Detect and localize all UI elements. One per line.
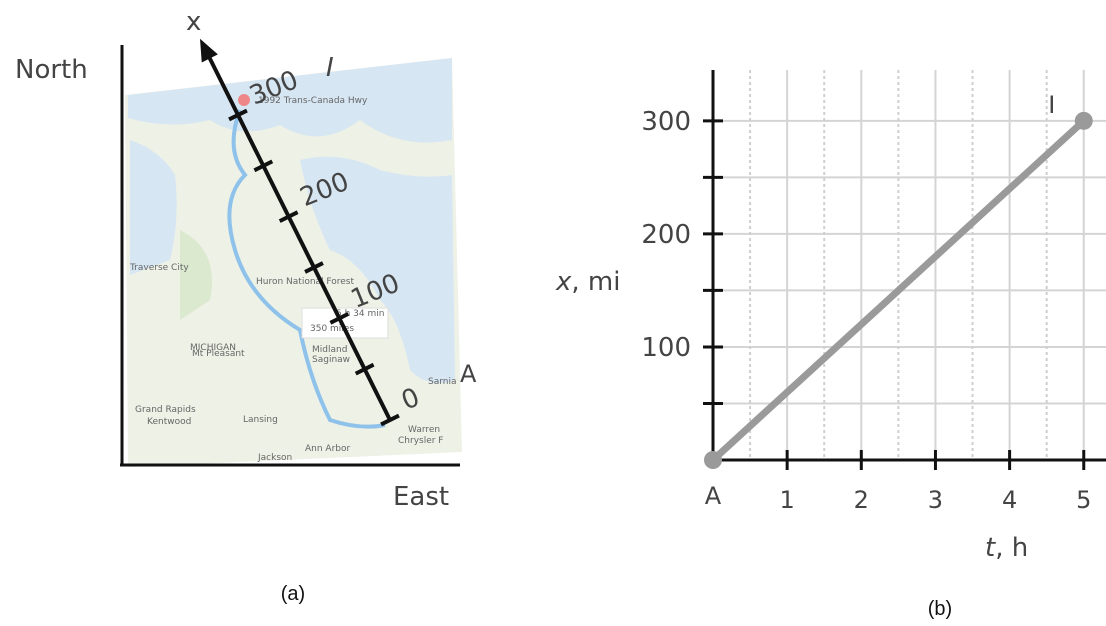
caption: (b) — [928, 598, 952, 620]
map-label: Sarnia — [428, 377, 457, 387]
y-tick-label: 200 — [641, 220, 691, 250]
caption: (a) — [281, 583, 305, 605]
north-label: North — [15, 55, 88, 85]
map-label: Saginaw — [312, 355, 350, 365]
point — [704, 451, 722, 469]
map-label: Ann Arbor — [305, 444, 351, 454]
y-tick-label: 300 — [641, 107, 691, 137]
map-label: Mt Pleasant — [192, 349, 245, 359]
start-label: A — [460, 360, 477, 388]
map-label: Lansing — [243, 415, 278, 425]
point-label: I — [1048, 91, 1055, 119]
x-tick-label: 3 — [928, 486, 943, 514]
y-axis-label: x, mi — [555, 267, 620, 297]
y-tick-label: 100 — [641, 333, 691, 363]
map-label: Chrysler F — [398, 436, 443, 446]
plot: 100 200 300 1 2 3 4 5 A I — [641, 70, 1106, 514]
map-label: Kentwood — [147, 417, 191, 427]
x-axis-unit: , h — [995, 533, 1028, 563]
map-label: Huron National Forest — [256, 277, 355, 287]
map-label: Midland — [312, 345, 347, 355]
map-label: Grand Rapids — [135, 405, 196, 415]
east-label: East — [393, 482, 449, 512]
map-label: Jackson — [257, 453, 292, 463]
x-tick-label: 4 — [1002, 486, 1017, 514]
map-label: Traverse City — [129, 263, 189, 273]
map-label: Warren — [408, 425, 440, 435]
route-axis-label: x — [186, 7, 201, 37]
x-axis-label: t, h — [985, 533, 1028, 563]
point — [1075, 112, 1093, 130]
y-axis-symbol: x — [555, 267, 572, 297]
point-label: A — [705, 482, 722, 510]
x-tick-label: 5 — [1076, 486, 1091, 514]
map-pin — [238, 94, 250, 106]
x-tick-label: 1 — [780, 486, 795, 514]
figure: North East x I A (a) (b) x, mi t, h 1992… — [0, 0, 1106, 626]
page: { "panel_a": { "caption": "(a)", "north"… — [0, 0, 1106, 626]
y-axis-unit: , mi — [571, 267, 620, 297]
end-label: I — [326, 53, 334, 83]
x-tick-label: 2 — [854, 486, 869, 514]
